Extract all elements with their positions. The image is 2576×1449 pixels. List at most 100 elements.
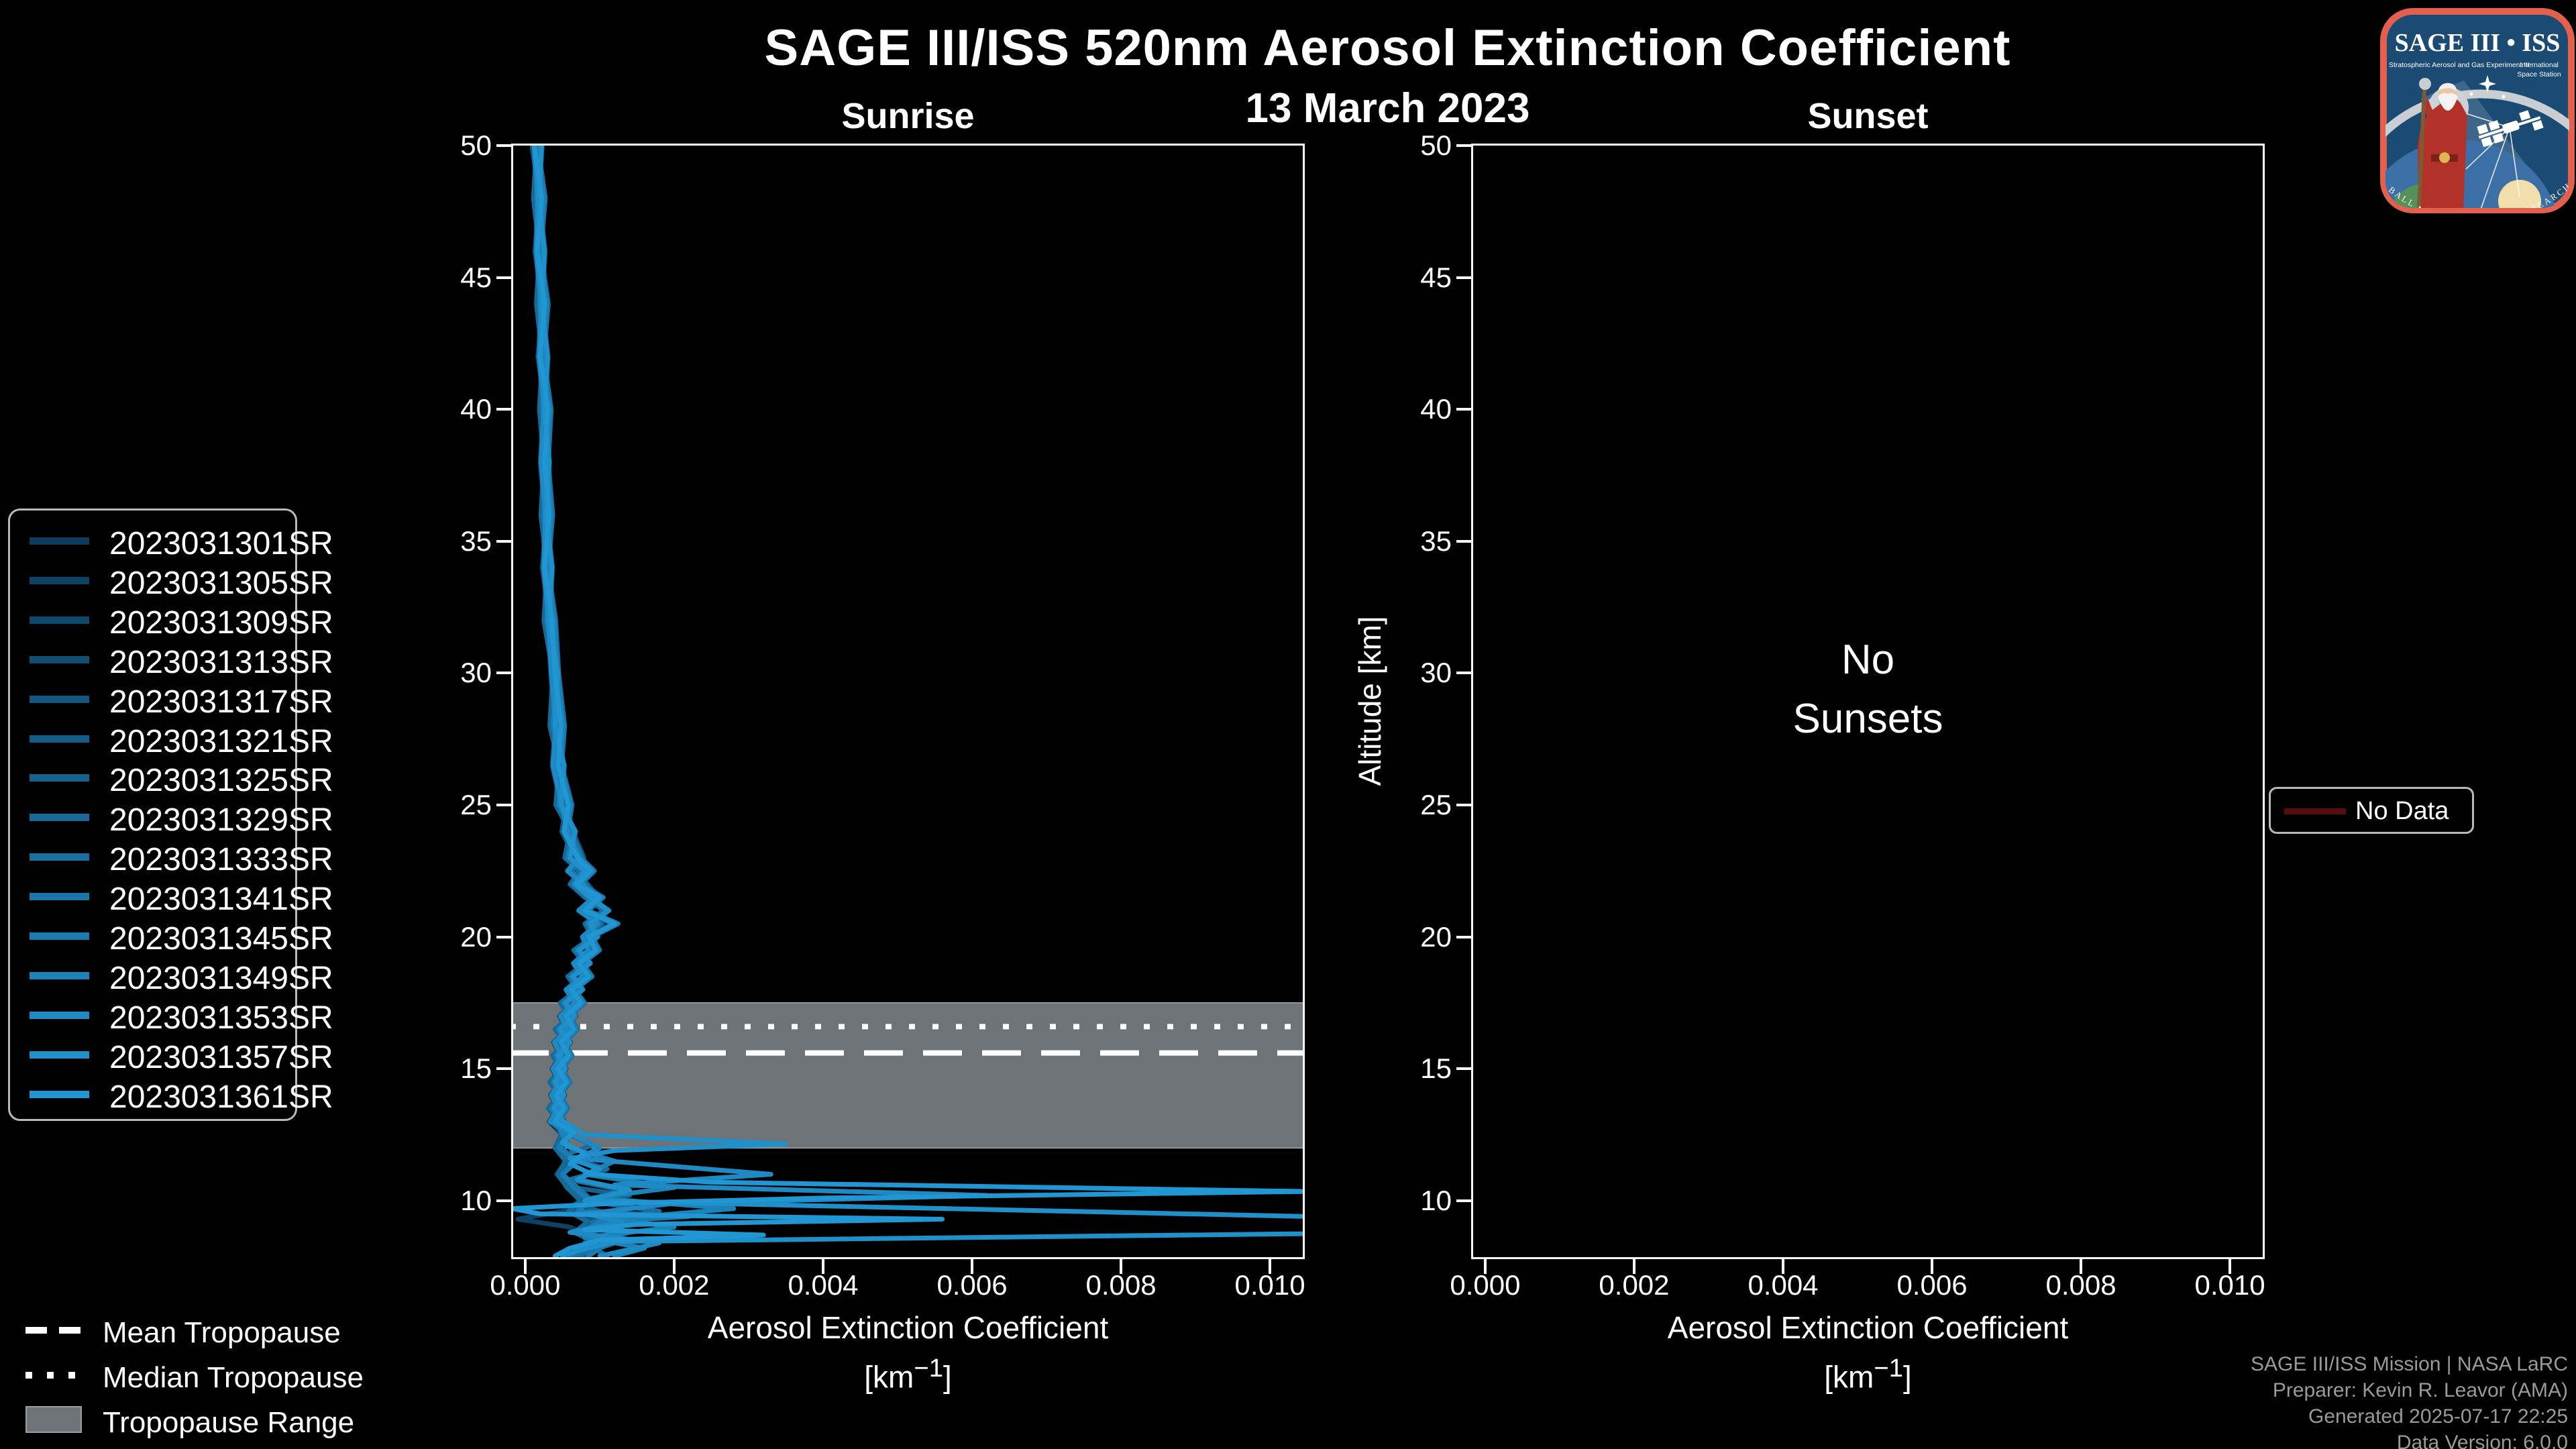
legend-swatch xyxy=(30,1090,89,1098)
sunrise-ytick-label: 35 xyxy=(460,525,492,557)
sunrise-xtick-mark xyxy=(1120,1259,1123,1274)
legend-swatch xyxy=(30,774,89,782)
sunrise-xaxis-unit: [km−1] xyxy=(864,1354,952,1395)
patch-title: SAGE III • ISS xyxy=(2395,29,2561,57)
sunrise-xtick-mark xyxy=(1269,1259,1272,1274)
legend-item-2023031361SR: 2023031361SR xyxy=(10,1075,333,1115)
sunrise-xtick-label: 0.002 xyxy=(639,1269,710,1301)
sunset-xtick-mark xyxy=(1483,1259,1487,1274)
patch-subtitle-right2: Space Station xyxy=(2517,70,2561,78)
median-tropopause-label: Median Tropopause xyxy=(103,1361,364,1394)
legend-item-2023031313SR: 2023031313SR xyxy=(10,640,333,680)
legend-item-2023031341SR: 2023031341SR xyxy=(10,877,333,917)
legend-label: 2023031341SR xyxy=(109,881,333,918)
sunset-ytick-mark xyxy=(1456,1199,1471,1202)
sunrise-ytick-mark xyxy=(496,276,511,279)
sunset-ytick-label: 20 xyxy=(1420,920,1452,953)
star-icon xyxy=(2479,75,2496,93)
sunrise-ytick-mark xyxy=(496,539,511,543)
legend-item-2023031345SR: 2023031345SR xyxy=(10,916,333,957)
sunrise-xtick-mark xyxy=(672,1259,676,1274)
sunrise-xtick-label: 0.006 xyxy=(936,1269,1008,1301)
sunrise-ytick-label: 25 xyxy=(460,789,492,821)
legend-item-2023031357SR: 2023031357SR xyxy=(10,1035,333,1075)
sunset-xaxis-unit: [km−1] xyxy=(1824,1354,1912,1395)
sunrise-ytick-label: 40 xyxy=(460,393,492,425)
sunset-ytick-mark xyxy=(1456,935,1471,938)
legend-label: 2023031305SR xyxy=(109,565,333,601)
legend-swatch xyxy=(30,853,89,861)
no-data-legend: No Data xyxy=(2269,787,2474,834)
sunset-ytick-mark xyxy=(1456,672,1471,675)
legend-label: 2023031357SR xyxy=(109,1039,333,1075)
legend-swatch xyxy=(30,655,89,663)
sunrise-ytick-label: 15 xyxy=(460,1053,492,1085)
sunset-xtick-label: 0.010 xyxy=(2194,1269,2265,1301)
patch-subtitle-left: Stratospheric Aerosol and Gas Experiment… xyxy=(2389,61,2530,69)
legend-swatch xyxy=(30,932,89,940)
legend-item-2023031329SR: 2023031329SR xyxy=(10,798,333,838)
tropopause-range-legend-item: Tropopause Range xyxy=(13,1398,483,1444)
sunset-yaxis-label: Altitude [km] xyxy=(1352,616,1387,786)
no-data-swatch xyxy=(2284,808,2346,814)
mean-tropopause-label: Mean Tropopause xyxy=(103,1316,341,1349)
median-tropopause-legend-item: Median Tropopause xyxy=(13,1353,483,1399)
sunset-ytick-label: 40 xyxy=(1420,393,1452,425)
sunset-xtick-mark xyxy=(1931,1259,1934,1274)
legend-label: 2023031333SR xyxy=(109,842,333,878)
legend-swatch xyxy=(30,893,89,901)
patch-subtitle-right1: International xyxy=(2520,61,2559,69)
sun xyxy=(2498,180,2541,208)
legend-label: 2023031321SR xyxy=(109,723,333,759)
no-sunsets-note: No Sunsets xyxy=(1792,637,1943,742)
sunset-xtick-label: 0.000 xyxy=(1450,1269,1521,1301)
sunrise-ytick-label: 30 xyxy=(460,657,492,689)
sunrise-xtick-label: 0.008 xyxy=(1085,1269,1157,1301)
sunset-ytick-mark xyxy=(1456,144,1471,147)
legend-label: 2023031317SR xyxy=(109,684,333,720)
sunrise-data-svg xyxy=(513,146,1303,1257)
sunset-ytick-mark xyxy=(1456,276,1471,279)
attribution-line: SAGE III/ISS Mission | NASA LaRC xyxy=(2251,1353,2568,1375)
page-title: SAGE III/ISS 520nm Aerosol Extinction Co… xyxy=(764,19,2011,76)
attribution: SAGE III/ISS Mission | NASA LaRC Prepare… xyxy=(1945,1351,2568,1449)
events-legend: 2023031301SR 2023031305SR 2023031309SR 2023… xyxy=(8,508,333,1121)
star-icon xyxy=(2502,95,2506,99)
sunrise-ytick-mark xyxy=(496,804,511,807)
sunrise-xtick-mark xyxy=(822,1259,824,1274)
legend-swatch xyxy=(30,1011,89,1019)
sunset-ytick-mark xyxy=(1456,1067,1471,1071)
sunrise-ytick-label: 10 xyxy=(460,1184,492,1216)
legend-item-2023031349SR: 2023031349SR xyxy=(10,956,333,996)
sunrise-panel-title: Sunrise xyxy=(841,96,975,136)
sunrise-ytick-mark xyxy=(496,1067,511,1071)
legend-label: 2023031345SR xyxy=(109,921,333,957)
legend-swatch xyxy=(30,814,89,822)
sunset-xtick-label: 0.002 xyxy=(1599,1269,1670,1301)
sunrise-xtick-mark xyxy=(523,1259,527,1274)
sunrise-ytick-label: 50 xyxy=(460,129,492,161)
sunset-ytick-label: 10 xyxy=(1420,1184,1452,1216)
tropopause-range-label: Tropopause Range xyxy=(103,1406,355,1439)
sunset-xtick-label: 0.006 xyxy=(1896,1269,1968,1301)
sunset-ytick-mark xyxy=(1456,539,1471,543)
sunset-ytick-mark xyxy=(1456,804,1471,807)
tropopause-range-swatch xyxy=(25,1406,82,1433)
legend-item-2023031321SR: 2023031321SR xyxy=(10,719,333,759)
sunset-ytick-label: 15 xyxy=(1420,1053,1452,1085)
legend-label: 2023031325SR xyxy=(109,763,333,799)
attribution-line: Preparer: Kevin R. Leavor (AMA) xyxy=(2272,1379,2568,1401)
sunrise-xaxis-label: Aerosol Extinction Coefficient xyxy=(707,1310,1109,1345)
sunrise-ytick-label: 45 xyxy=(460,261,492,293)
orbit-ring xyxy=(2385,89,2569,208)
sunset-xtick-mark xyxy=(1632,1259,1635,1274)
sunset-xtick-mark xyxy=(2080,1259,2083,1274)
date-subtitle: 13 March 2023 xyxy=(1245,85,1530,131)
sunrise-ytick-label: 20 xyxy=(460,920,492,953)
legend-item-2023031317SR: 2023031317SR xyxy=(10,680,333,720)
sunrise-ytick-mark xyxy=(496,672,511,675)
star-icon xyxy=(2469,92,2473,96)
legend-label: 2023031329SR xyxy=(109,802,333,839)
legend-label: 2023031301SR xyxy=(109,526,333,561)
